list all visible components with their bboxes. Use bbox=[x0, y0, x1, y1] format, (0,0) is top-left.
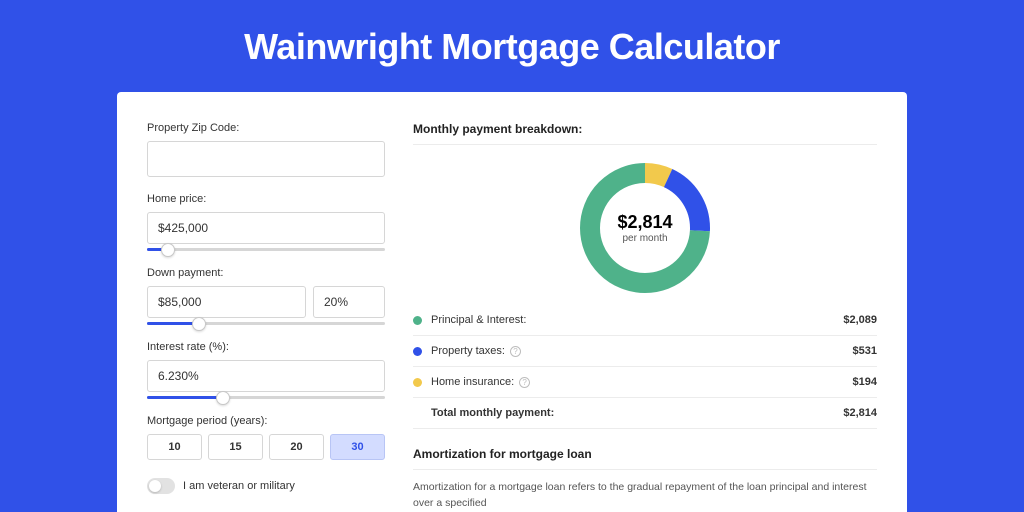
legend-row-total: Total monthly payment:$2,814 bbox=[413, 398, 877, 429]
interest-rate-label: Interest rate (%): bbox=[147, 341, 385, 353]
field-home-price: Home price: bbox=[147, 193, 385, 251]
veteran-toggle-label: I am veteran or military bbox=[183, 480, 295, 492]
legend-total-label: Total monthly payment: bbox=[431, 407, 843, 419]
home-price-input[interactable] bbox=[147, 212, 385, 244]
home-price-slider[interactable] bbox=[147, 248, 385, 251]
down-payment-amount-input[interactable] bbox=[147, 286, 306, 318]
legend-row-tax: Property taxes:?$531 bbox=[413, 336, 877, 367]
period-option-20[interactable]: 20 bbox=[269, 434, 324, 460]
legend-value: $2,089 bbox=[843, 314, 877, 326]
home-price-label: Home price: bbox=[147, 193, 385, 205]
veteran-toggle-row: I am veteran or military bbox=[147, 478, 385, 494]
amortization-text: Amortization for a mortgage loan refers … bbox=[413, 480, 877, 512]
legend-total-value: $2,814 bbox=[843, 407, 877, 419]
period-option-30[interactable]: 30 bbox=[330, 434, 385, 460]
amortization-title: Amortization for mortgage loan bbox=[413, 447, 877, 470]
field-interest-rate: Interest rate (%): bbox=[147, 341, 385, 399]
legend-row-pi: Principal & Interest:$2,089 bbox=[413, 305, 877, 336]
amortization-section: Amortization for mortgage loan Amortizat… bbox=[413, 447, 877, 512]
form-panel: Property Zip Code: Home price: Down paym… bbox=[147, 122, 385, 512]
legend-dot bbox=[413, 378, 422, 387]
breakdown-title: Monthly payment breakdown: bbox=[413, 122, 877, 145]
mortgage-period-label: Mortgage period (years): bbox=[147, 415, 385, 427]
donut-center: $2,814 per month bbox=[580, 163, 710, 293]
breakdown-legend: Principal & Interest:$2,089Property taxe… bbox=[413, 305, 877, 429]
zip-input[interactable] bbox=[147, 141, 385, 177]
legend-dot bbox=[413, 347, 422, 356]
legend-label: Principal & Interest: bbox=[431, 314, 843, 326]
period-option-15[interactable]: 15 bbox=[208, 434, 263, 460]
down-payment-label: Down payment: bbox=[147, 267, 385, 279]
slider-thumb[interactable] bbox=[161, 243, 175, 257]
legend-label: Home insurance:? bbox=[431, 376, 853, 388]
field-down-payment: Down payment: bbox=[147, 267, 385, 325]
info-icon[interactable]: ? bbox=[519, 377, 530, 388]
legend-dot bbox=[413, 316, 422, 325]
interest-rate-input[interactable] bbox=[147, 360, 385, 392]
legend-label: Property taxes:? bbox=[431, 345, 853, 357]
info-icon[interactable]: ? bbox=[510, 346, 521, 357]
period-option-10[interactable]: 10 bbox=[147, 434, 202, 460]
down-payment-pct-input[interactable] bbox=[313, 286, 385, 318]
interest-rate-slider[interactable] bbox=[147, 396, 385, 399]
legend-value: $194 bbox=[853, 376, 877, 388]
zip-label: Property Zip Code: bbox=[147, 122, 385, 134]
donut-amount: $2,814 bbox=[617, 212, 672, 233]
veteran-toggle[interactable] bbox=[147, 478, 175, 494]
donut-chart: $2,814 per month bbox=[580, 163, 710, 293]
legend-row-ins: Home insurance:?$194 bbox=[413, 367, 877, 398]
page-header: Wainwright Mortgage Calculator bbox=[0, 0, 1024, 92]
field-mortgage-period: Mortgage period (years): 10152030 bbox=[147, 415, 385, 460]
donut-chart-wrap: $2,814 per month bbox=[413, 155, 877, 305]
page-title: Wainwright Mortgage Calculator bbox=[0, 26, 1024, 68]
down-payment-slider[interactable] bbox=[147, 322, 385, 325]
breakdown-panel: Monthly payment breakdown: $2,814 per mo… bbox=[413, 122, 877, 512]
slider-thumb[interactable] bbox=[192, 317, 206, 331]
calculator-card: Property Zip Code: Home price: Down paym… bbox=[117, 92, 907, 512]
field-zip: Property Zip Code: bbox=[147, 122, 385, 177]
legend-value: $531 bbox=[853, 345, 877, 357]
slider-thumb[interactable] bbox=[216, 391, 230, 405]
donut-sub: per month bbox=[622, 233, 667, 244]
